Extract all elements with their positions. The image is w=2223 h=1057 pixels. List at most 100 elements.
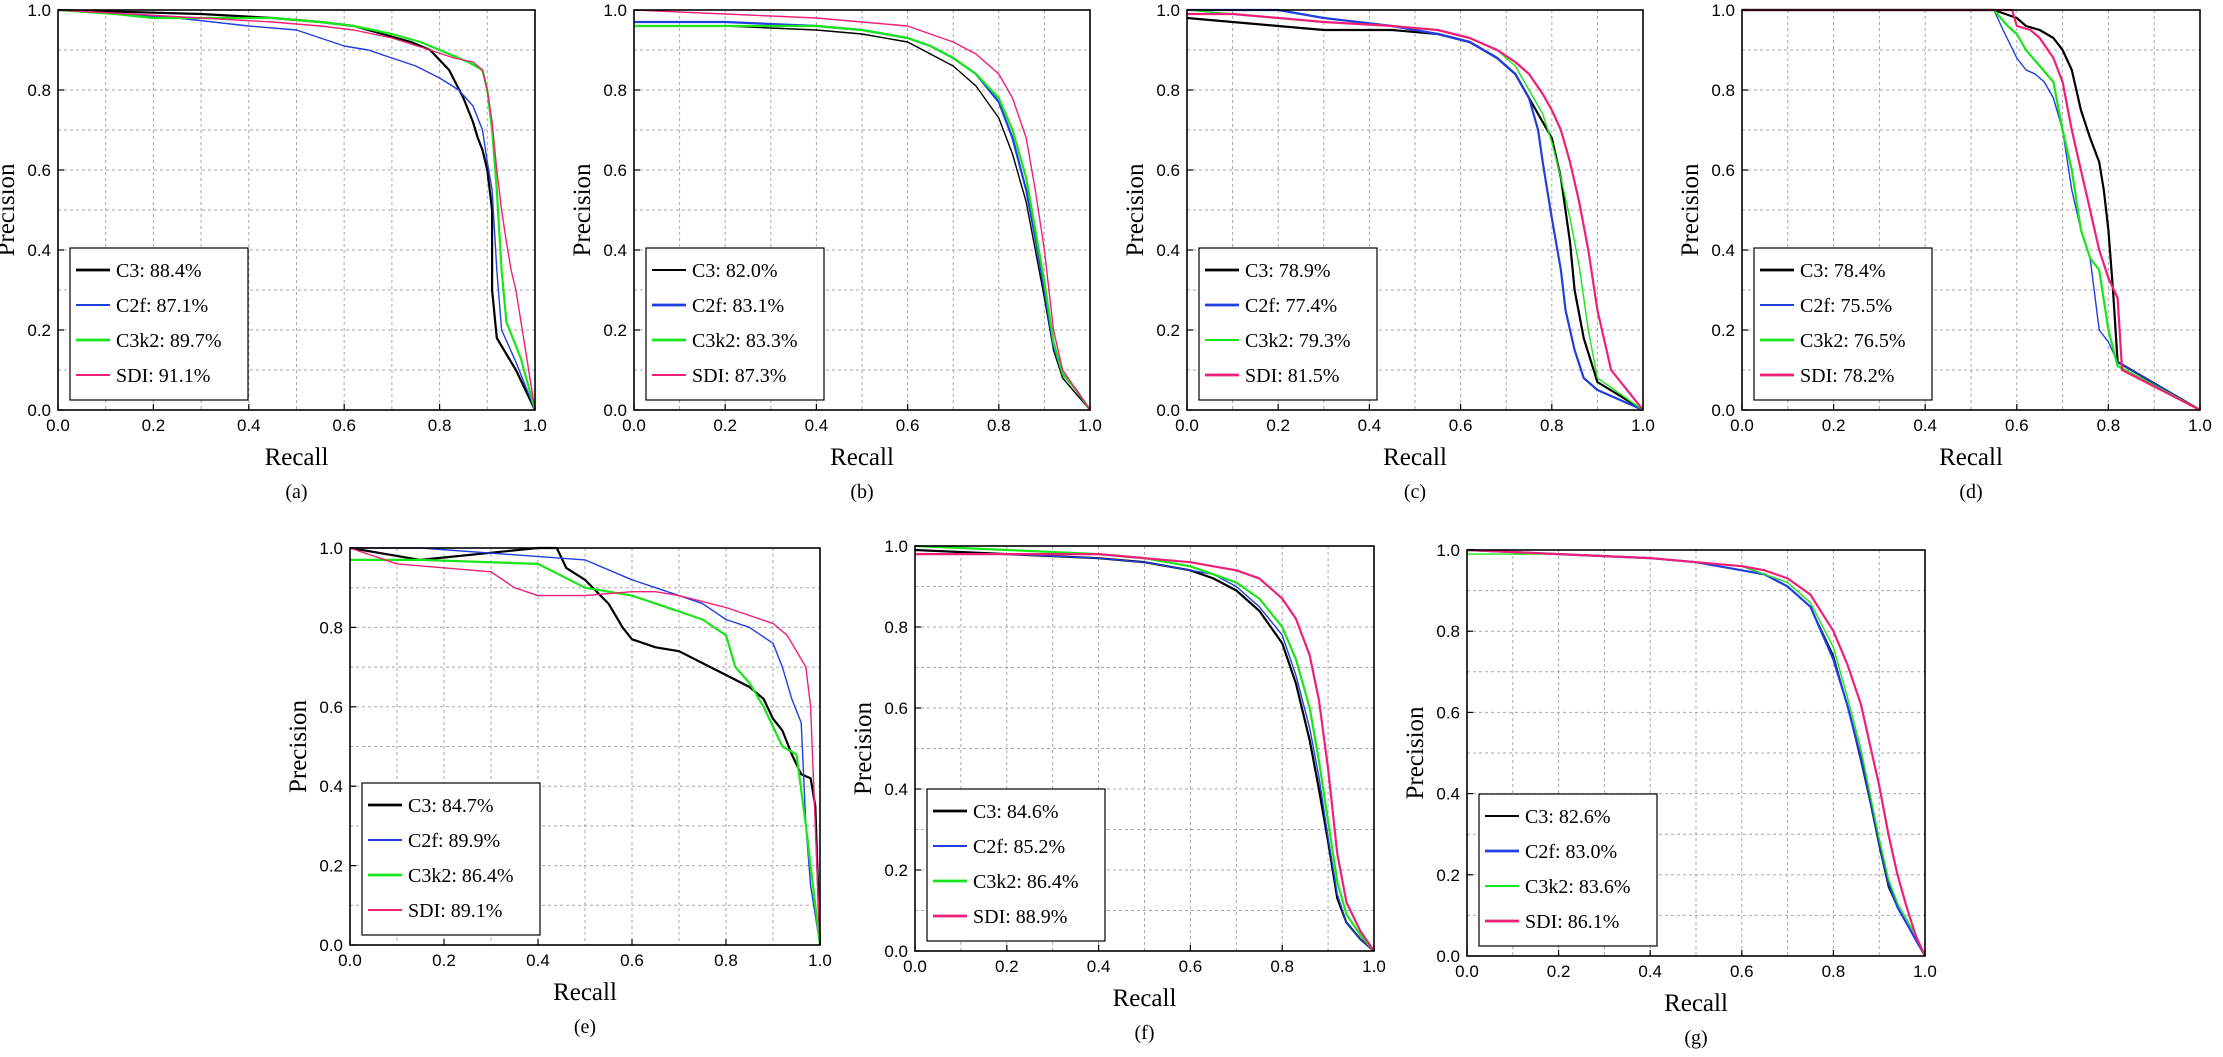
y-tick-label: 0.8 [1436,622,1460,641]
plot-frame-e [349,547,821,946]
x-tick-label: 0.6 [896,416,920,435]
y-tick-label: 1.0 [319,539,343,558]
y-tick-label: 0.6 [319,698,343,717]
x-tick-label: 0.4 [1358,416,1382,435]
y-tick-label: 0.4 [1711,241,1735,260]
legend-d: C3: 78.4% C2f: 75.5% C3k2: 76.5% SDI: 78.2% [1753,247,1933,401]
x-tick-label: 1.0 [1362,957,1386,976]
y-axis-label: Precision [285,699,312,793]
subfigure-label: (e) [574,1016,596,1038]
legend-label-sdi: SDI: 87.3% [692,365,786,387]
legend-label-c3: C3: 82.0% [692,260,778,282]
y-tick-label: 0.6 [1711,161,1735,180]
x-tick-label: 0.6 [2005,416,2029,435]
subfigure-label: (d) [1959,481,1982,503]
series-line-sdi-b [634,9,1091,411]
x-tick-label: 0.6 [332,416,356,435]
series-line-sdi-e [350,547,821,946]
y-tick-label: 0.0 [1436,947,1460,966]
legend-label-sdi: SDI: 89.1% [408,900,502,922]
legend-label-c3k2: C3k2: 86.4% [973,871,1079,893]
panel-c: 0.0 0.2 0.4 0.6 0.8 1.0 0.0 0.2 0.4 0.6 0.8 1.0 Reca… [1122,1,1655,503]
y-tick-label: 1.0 [1156,1,1180,20]
series-line-c3k2-e [350,558,822,946]
y-tick-label: 0.8 [884,618,908,637]
subfigure-label: (b) [850,481,873,503]
legend-label-c3k2: C3k2: 89.7% [116,330,222,352]
legend-label-c3k2: C3k2: 76.5% [1800,330,1906,352]
y-tick-label: 0.2 [884,861,908,880]
series-line-sdi-c [1187,12,1644,411]
series-line-sdi-a [58,9,536,411]
y-tick-label: 0.4 [603,241,627,260]
legend-label-c3: C3: 84.7% [408,795,494,817]
x-tick-label: 0.0 [1175,416,1199,435]
legend-c: C3: 78.9% C2f: 77.4% C3k2: 79.3% SDI: 81.5% [1198,247,1378,401]
legend-g: C3: 82.6% C2f: 83.0% C3k2: 83.6% SDI: 86.1% [1478,793,1658,947]
y-tick-label: 0.0 [1711,401,1735,420]
y-tick-label: 0.4 [27,241,51,260]
x-tick-label: 0.0 [46,416,70,435]
series-line-c2f-d [1742,9,2201,411]
x-tick-label: 0.0 [1455,962,1479,981]
grid-c [1187,10,1643,410]
y-tick-label: 0.2 [1436,866,1460,885]
y-tick-label: 0.2 [27,321,51,340]
series-line-c3k2-d [1742,8,2201,411]
legend-label-c3k2: C3k2: 83.3% [692,330,798,352]
y-tick-label: 0.8 [603,81,627,100]
x-tick-label: 1.0 [1078,416,1102,435]
x-tick-label: 1.0 [1631,416,1655,435]
x-tick-label: 0.2 [432,951,456,970]
legend-label-c3: C3: 82.6% [1525,806,1611,828]
y-tick-label: 0.4 [1436,785,1460,804]
x-tick-label: 0.8 [714,951,738,970]
x-tick-label: 0.2 [1547,962,1571,981]
y-tick-label: 1.0 [1436,541,1460,560]
legend-label-sdi: SDI: 81.5% [1245,365,1339,387]
y-tick-label: 0.2 [603,321,627,340]
y-tick-label: 0.0 [319,936,343,955]
y-tick-label: 0.6 [884,699,908,718]
y-axis-label: Precision [850,701,877,795]
y-axis-label: Precision [0,163,20,257]
y-tick-label: 0.6 [27,161,51,180]
x-tick-label: 0.4 [1638,962,1662,981]
legend-label-c3k2: C3k2: 79.3% [1245,330,1351,352]
y-tick-label: 0.4 [319,777,343,796]
legend-label-c3: C3: 84.6% [973,801,1059,823]
series-line-c3k2-b [634,24,1091,411]
y-tick-label: 0.2 [1711,321,1735,340]
series-line-c3-d [1742,8,2201,411]
legend-label-c2f: C2f: 83.0% [1525,841,1617,863]
y-tick-label: 0.2 [319,857,343,876]
x-tick-label: 1.0 [808,951,832,970]
x-tick-label: 0.2 [1822,416,1846,435]
series-line-c2f-e [350,547,821,946]
legend-label-c2f: C2f: 77.4% [1245,295,1337,317]
x-axis-label: Recall [1383,444,1447,471]
plot-frame-g [1466,549,1926,957]
panel-b: 0.0 0.2 0.4 0.6 0.8 1.0 0.0 0.2 0.4 0.6 0.8 1.0 Reca… [569,1,1102,503]
legend-label-sdi: SDI: 86.1% [1525,911,1619,933]
panel-d: 0.0 0.2 0.4 0.6 0.8 1.0 0.0 0.2 0.4 0.6 0.8 1.0 Reca… [1677,1,2212,503]
y-tick-label: 0.8 [1711,81,1735,100]
legend-label-c2f: C2f: 75.5% [1800,295,1892,317]
grid-d [1742,10,2200,410]
x-tick-label: 0.8 [428,416,452,435]
y-tick-label: 0.8 [319,618,343,637]
x-tick-label: 0.2 [1266,416,1290,435]
x-tick-label: 0.0 [903,957,927,976]
legend-e: C3: 84.7% C2f: 89.9% C3k2: 86.4% SDI: 89.1% [361,782,541,936]
panel-f: 0.0 0.2 0.4 0.6 0.8 1.0 0.0 0.2 0.4 0.6 0.8 1.0 Reca… [850,537,1386,1044]
plot-frame-f [914,545,1375,952]
y-tick-label: 0.0 [1156,401,1180,420]
panel-g: 0.0 0.2 0.4 0.6 0.8 1.0 0.0 0.2 0.4 0.6 0.8 1.0 Reca… [1402,541,1937,1049]
x-axis-label: Recall [1664,990,1728,1017]
legend-label-sdi: SDI: 78.2% [1800,365,1894,387]
subfigure-label: (f) [1135,1022,1155,1044]
x-tick-label: 1.0 [523,416,547,435]
x-tick-label: 0.4 [1087,957,1111,976]
